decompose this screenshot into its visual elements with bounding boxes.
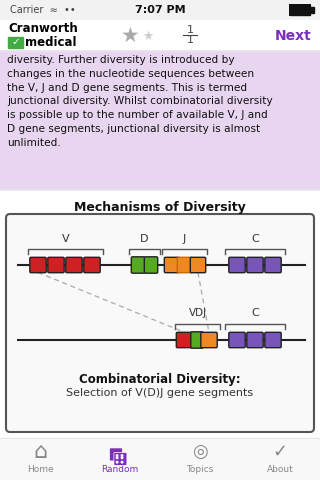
- FancyBboxPatch shape: [164, 257, 180, 273]
- Text: Random: Random: [101, 466, 139, 475]
- Circle shape: [121, 455, 123, 456]
- FancyBboxPatch shape: [144, 257, 158, 273]
- Text: Mechanisms of Diversity: Mechanisms of Diversity: [74, 201, 246, 214]
- Bar: [311, 7, 314, 13]
- FancyBboxPatch shape: [109, 448, 123, 461]
- FancyBboxPatch shape: [247, 257, 263, 273]
- Text: D: D: [140, 233, 149, 243]
- Bar: [0, 190, 320, 440]
- Bar: [290, 5, 310, 15]
- Bar: [0, 50, 320, 190]
- Text: About: About: [267, 466, 293, 475]
- Text: C: C: [251, 233, 259, 243]
- FancyBboxPatch shape: [201, 332, 217, 348]
- FancyBboxPatch shape: [265, 332, 281, 348]
- Text: ⌂: ⌂: [33, 442, 47, 462]
- Text: Cranworth: Cranworth: [8, 22, 78, 35]
- Text: ✓: ✓: [272, 443, 288, 461]
- Text: Home: Home: [27, 466, 53, 475]
- Text: unlimited.: unlimited.: [7, 138, 61, 148]
- FancyBboxPatch shape: [66, 257, 82, 273]
- FancyBboxPatch shape: [265, 257, 281, 273]
- Text: V: V: [62, 233, 69, 243]
- FancyBboxPatch shape: [191, 332, 203, 348]
- Bar: [8, 37, 23, 48]
- Circle shape: [116, 461, 118, 463]
- Bar: [0, 438, 320, 480]
- Circle shape: [116, 455, 118, 456]
- Text: C: C: [251, 309, 259, 319]
- Text: diversity. Further diversity is introduced by: diversity. Further diversity is introduc…: [7, 55, 235, 65]
- Text: junctional diversity. Whilst combinatorial diversity: junctional diversity. Whilst combinatori…: [7, 96, 273, 107]
- Text: changes in the nucleotide sequences between: changes in the nucleotide sequences betw…: [7, 69, 254, 79]
- Circle shape: [116, 457, 118, 458]
- FancyBboxPatch shape: [6, 214, 314, 432]
- Text: VDJ: VDJ: [188, 309, 207, 319]
- Circle shape: [121, 461, 123, 463]
- FancyBboxPatch shape: [114, 452, 127, 465]
- Text: Selection of V(D)J gene segments: Selection of V(D)J gene segments: [67, 388, 253, 398]
- Text: the V, J and D gene segments. This is termed: the V, J and D gene segments. This is te…: [7, 83, 247, 93]
- Text: ◎: ◎: [192, 443, 208, 461]
- Text: Topics: Topics: [186, 466, 214, 475]
- FancyBboxPatch shape: [247, 332, 263, 348]
- Text: is possible up to the number of available V, J and: is possible up to the number of availabl…: [7, 110, 268, 120]
- FancyBboxPatch shape: [84, 257, 100, 273]
- Bar: [289, 4, 311, 16]
- FancyBboxPatch shape: [131, 257, 145, 273]
- Text: Carrier  ≈  ••: Carrier ≈ ••: [10, 5, 76, 15]
- Text: 1: 1: [187, 25, 194, 35]
- Text: ✓: ✓: [11, 37, 20, 47]
- FancyBboxPatch shape: [176, 332, 194, 348]
- FancyBboxPatch shape: [190, 257, 206, 273]
- Text: D gene segments, junctional diversity is almost: D gene segments, junctional diversity is…: [7, 124, 260, 134]
- Text: Combinatorial Diversity:: Combinatorial Diversity:: [79, 373, 241, 386]
- Text: J: J: [183, 233, 186, 243]
- Text: 1: 1: [187, 35, 194, 45]
- Bar: [0, 0, 320, 20]
- Text: 7:07 PM: 7:07 PM: [135, 5, 185, 15]
- Circle shape: [121, 457, 123, 458]
- Text: ★: ★: [142, 29, 154, 43]
- Text: ★: ★: [121, 26, 140, 46]
- FancyBboxPatch shape: [48, 257, 64, 273]
- Bar: [0, 20, 320, 50]
- FancyBboxPatch shape: [229, 257, 245, 273]
- FancyBboxPatch shape: [30, 257, 46, 273]
- Text: medical: medical: [25, 36, 76, 48]
- Text: Next: Next: [275, 29, 312, 43]
- FancyBboxPatch shape: [229, 332, 245, 348]
- FancyBboxPatch shape: [177, 257, 193, 273]
